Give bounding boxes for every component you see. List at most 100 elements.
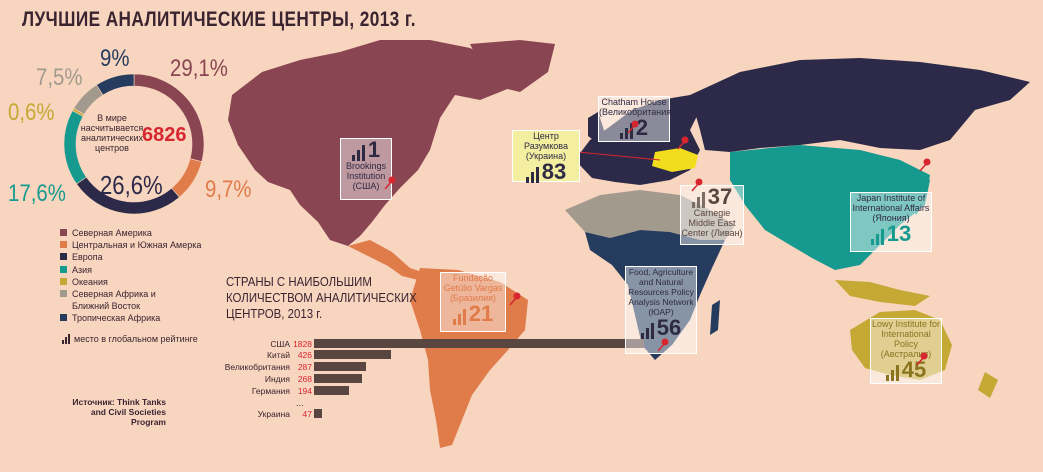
australia-shape [850, 310, 952, 380]
tt-name: Japan Institute of International Affairs… [852, 193, 930, 223]
country-value: 47 [302, 408, 312, 419]
legend-label: Азия [72, 264, 93, 275]
country-name: Великобритания [224, 361, 290, 372]
greenland-shape [470, 40, 555, 92]
tt-fanrpan[interactable]: Food, Agriculture and Natural Resources … [625, 266, 697, 354]
country-bar [314, 362, 366, 371]
legend-swatch [60, 253, 67, 261]
razumkov-connector [577, 151, 661, 161]
tt-name: Центр Разумкова (Украина) [524, 131, 568, 161]
legend-label: Центральная и Южная Амерка [72, 240, 202, 251]
pin-icon [677, 136, 689, 150]
asia-shape [730, 145, 930, 270]
donut-segment [96, 73, 135, 96]
countries-title-line: ЦЕНТРОВ, 2013 г. [226, 306, 323, 321]
country-name: Индия [264, 373, 290, 384]
page-title: ЛУЧШИЕ АНАЛИТИЧЕСКИЕ ЦЕНТРЫ, 2013 г. [22, 8, 416, 31]
tt-rank-value: 2 [635, 115, 649, 140]
countries-title-line: СТРАНЫ С НАИБОЛЬШИМ [226, 274, 372, 289]
donut-segment [171, 158, 203, 198]
rank-bars-icon [452, 309, 466, 325]
country-bar-row: Индия 268 [196, 373, 363, 384]
legend: Северная Америка Центральная и Южная Аме… [60, 227, 201, 325]
rank-note-text: место в глобальном рейтинге [74, 334, 198, 344]
tt-fgv[interactable]: Fundação Getúlio Vargas (Бразилия) 21 [440, 272, 506, 332]
legend-item: Центральная и Южная Амерка [60, 239, 201, 251]
tt-rank: 13 [851, 223, 931, 245]
country-bar [314, 409, 323, 418]
rank-bars-icon [885, 365, 899, 381]
country-value: 194 [297, 385, 312, 396]
legend-item: Океания [60, 276, 201, 288]
rank-note: место в глобальном рейтинге [62, 334, 198, 344]
donut-segment [133, 73, 205, 163]
legend-swatch [60, 265, 67, 273]
tt-carnegie[interactable]: 37 Carnegie Middle East Center (Ливан) [680, 185, 744, 245]
legend-item: Северная Америка [60, 227, 201, 239]
russia-shape [690, 58, 1030, 152]
tt-rank-value: 83 [541, 159, 567, 184]
pin-icon [691, 178, 703, 192]
tt-name: Carnegie Middle East Center (Ливан) [681, 208, 743, 238]
country-bar-row: США 1828 [196, 338, 644, 349]
pct-north-america: 29,1% [170, 55, 228, 82]
country-bar-row: Китай 426 [196, 349, 391, 360]
south-america-shape [410, 268, 528, 448]
legend-label: Океания [72, 276, 108, 287]
tt-rank: 56 [626, 317, 696, 339]
tt-rank: 83 [513, 161, 579, 183]
legend-item: Тропическая Африка [60, 312, 201, 324]
legend-item: Северная Африка и Ближний Восток [60, 288, 201, 312]
tt-rank-value: 45 [901, 357, 927, 382]
tt-chatham[interactable]: Chatham House (Великобритания) 2 [598, 96, 674, 142]
countries-title-line: КОЛИЧЕСТВОМ АНАЛИТИЧЕСКИХ [226, 290, 417, 305]
tt-name: Fundação Getúlio Vargas (Бразилия) [443, 273, 503, 303]
tt-rank-value: 1 [367, 137, 381, 162]
pct-mena: 7,5% [36, 64, 83, 91]
rank-bars-icon [62, 334, 70, 344]
tt-rank: 45 [871, 359, 941, 381]
legend-label: Северная Африка и Ближний Восток [72, 289, 156, 312]
country-name: Украина [257, 408, 290, 419]
rank-bars-icon [351, 145, 365, 161]
country-bar [314, 350, 391, 359]
rank-bars-icon [870, 229, 884, 245]
tt-japan[interactable]: Japan Institute of International Affairs… [850, 192, 932, 252]
legend-swatch [60, 277, 67, 285]
legend-label: Европа [72, 252, 103, 263]
pct-oceania: 0,6% [8, 99, 55, 126]
tt-rank-value: 21 [468, 301, 494, 326]
tt-rank-value: 13 [886, 221, 912, 246]
tt-name: Lowy Institute for International Policy … [871, 319, 941, 359]
tt-rank: 21 [441, 303, 505, 325]
tt-rank-value: 37 [707, 184, 733, 209]
country-name: Германия [251, 385, 290, 396]
country-bar [314, 339, 644, 348]
pin-icon [384, 176, 396, 190]
tt-lowy[interactable]: Lowy Institute for International Policy … [870, 318, 942, 384]
ukraine-shape [652, 148, 698, 172]
pct-latin-america: 9,7% [205, 176, 252, 203]
pin-icon [657, 338, 669, 352]
legend-swatch [60, 229, 67, 236]
country-bar-row: Германия 194 [196, 385, 350, 396]
tt-brookings[interactable]: 1 Brookings Institution (США) [340, 138, 392, 200]
pct-europe: 26,6% [100, 170, 163, 200]
country-value: 426 [297, 349, 312, 360]
source-note: Источник: Think Tanks and Civil Societie… [72, 397, 166, 427]
legend-swatch [60, 314, 67, 322]
legend-label: Северная Америка [72, 228, 152, 238]
pct-tropical-africa: 9% [100, 45, 130, 72]
country-name: США [270, 338, 290, 349]
tt-rank: 37 [681, 186, 743, 208]
pin-icon [919, 158, 931, 172]
countries-title: СТРАНЫ С НАИБОЛЬШИМ КОЛИЧЕСТВОМ АНАЛИТИЧ… [226, 274, 417, 322]
tt-razumkov[interactable]: Центр Разумкова (Украина) 83 [512, 130, 580, 183]
rank-bars-icon [691, 192, 705, 208]
tt-name: Food, Agriculture and Natural Resources … [628, 267, 694, 317]
world-map [228, 40, 1030, 448]
se-asia-islands-shape [835, 280, 930, 306]
country-bar [314, 386, 350, 395]
uk-shape [588, 112, 604, 142]
country-bar [314, 374, 363, 383]
